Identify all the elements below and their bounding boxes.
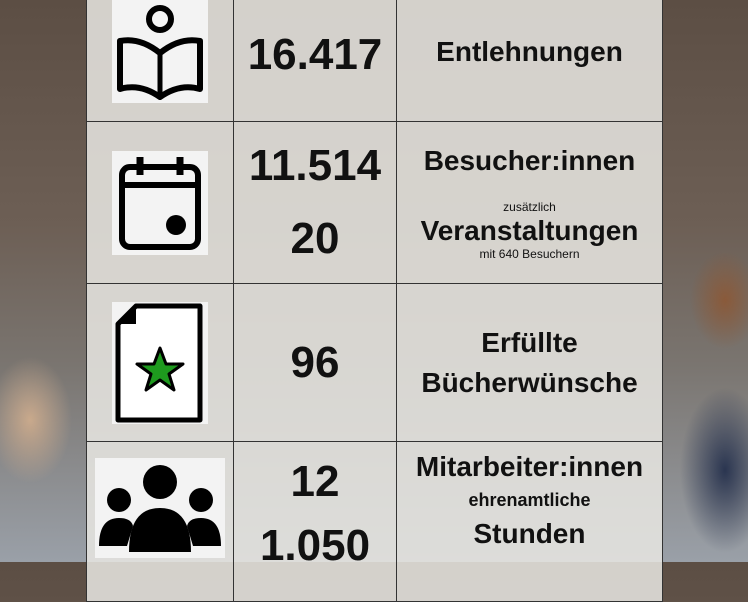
stat-label: Entlehnungen [436, 36, 623, 68]
stat-number: 20 [290, 213, 340, 263]
stat-label: Mitarbeiter:innen [415, 451, 644, 482]
stat-label: ehrenamtliche [468, 489, 591, 510]
icon-cell [87, 442, 234, 602]
stat-number: 16.417 [247, 30, 383, 79]
stat-number: 1.050 [259, 521, 371, 570]
stat-label: Stunden [473, 518, 586, 550]
stat-number: 96 [290, 337, 340, 387]
stat-number: 12 [290, 457, 340, 506]
stat-note: mit 640 Besuchern [479, 247, 580, 262]
stat-label: Veranstaltungen [420, 214, 639, 246]
icon-cell [87, 284, 234, 442]
wish-icon [112, 301, 208, 424]
icon-cell [87, 0, 234, 122]
stat-label: Erfüllte [481, 326, 578, 358]
calendar-icon [112, 150, 208, 255]
number-cell: 12 1.050 [234, 442, 397, 602]
stat-label: Bücherwünsche [421, 366, 638, 398]
number-cell: 96 [234, 284, 397, 442]
stat-number: 11.514 [248, 141, 382, 191]
number-cell: 16.417 [234, 0, 397, 122]
stat-label: Besucher:innen [423, 144, 636, 176]
label-cell: Entlehnungen [397, 0, 663, 122]
group-icon [95, 458, 225, 558]
stats-table: 16.417 Entlehnungen 11.514 20 Besucher:i… [86, 0, 663, 602]
icon-cell [87, 122, 234, 284]
label-cell: Erfüllte Bücherwünsche [397, 284, 663, 442]
label-cell: Mitarbeiter:innen ehrenamtliche Stunden [397, 442, 663, 602]
number-cell: 11.514 20 [234, 122, 397, 284]
reader-icon [112, 0, 208, 103]
label-cell: Besucher:innen zusätzlich Veranstaltunge… [397, 122, 663, 284]
stat-note: zusätzlich [503, 199, 556, 214]
